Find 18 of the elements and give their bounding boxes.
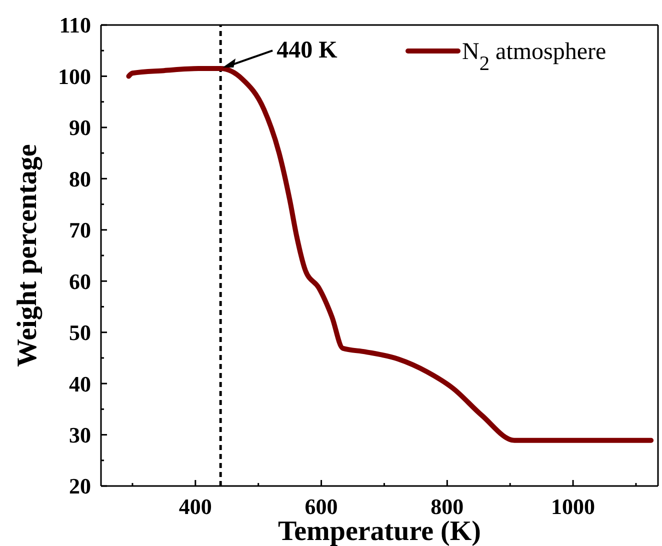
- y-tick-label: 70: [69, 218, 91, 243]
- y-tick-label: 80: [69, 166, 91, 192]
- y-tick-label: 60: [69, 268, 91, 294]
- y-axis-title: Weight percentage: [12, 144, 43, 367]
- y-tick-label: 90: [69, 115, 91, 140]
- y-tick-label: 110: [59, 12, 91, 38]
- y-tick-label: 50: [69, 320, 91, 346]
- x-tick-label: 1000: [551, 494, 596, 519]
- x-tick-label: 800: [430, 494, 464, 519]
- y-tick-label: 100: [58, 64, 91, 89]
- y-tick-label: 30: [69, 422, 91, 448]
- x-tick-label: 400: [178, 494, 212, 519]
- x-axis-title: Temperature (K): [278, 516, 481, 546]
- y-tick-label: 40: [69, 371, 91, 396]
- annotation: 440 K: [276, 38, 338, 64]
- x-tick-label: 600: [304, 494, 338, 519]
- y-tick-label: 20: [69, 474, 91, 499]
- legend-label: N$_{2}$ atmosphere: [462, 39, 606, 75]
